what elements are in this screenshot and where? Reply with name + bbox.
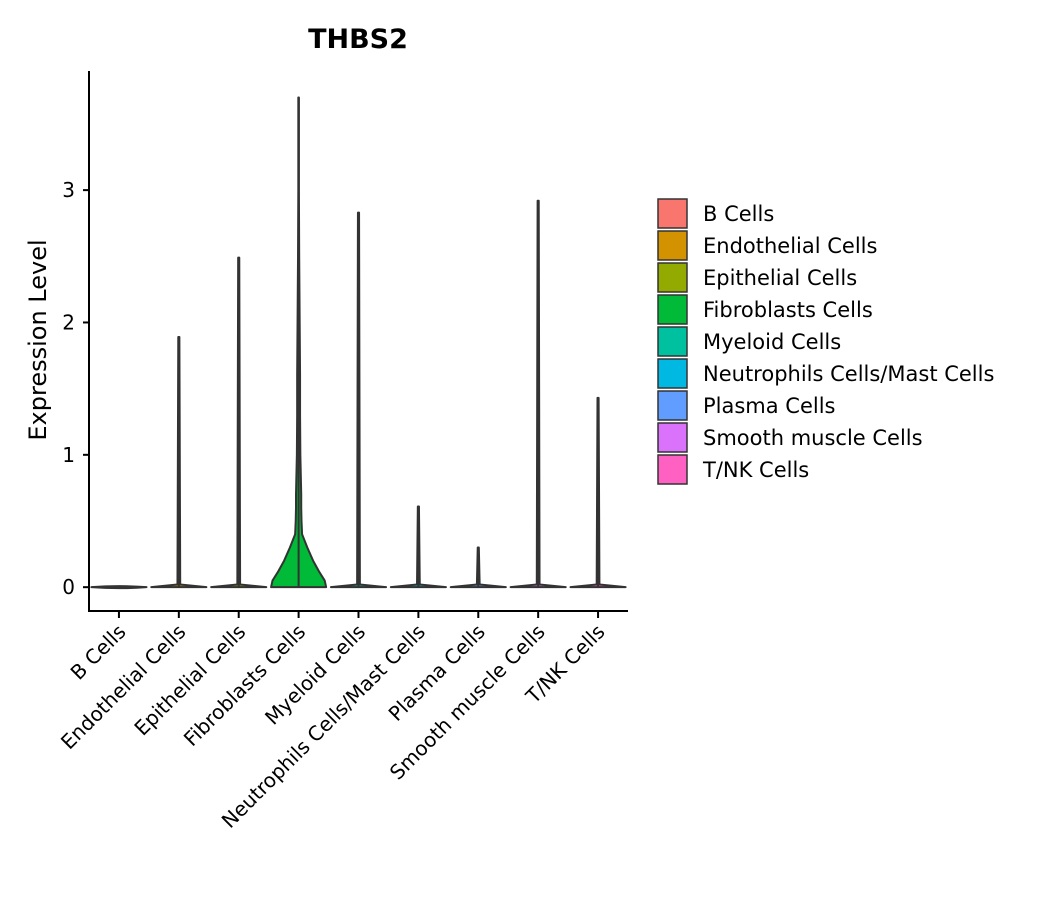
violins-group: [90, 96, 627, 590]
legend-swatch: [657, 230, 688, 261]
y-tick-label: 3: [62, 178, 75, 202]
legend-label: Fibroblasts Cells: [703, 298, 873, 322]
legend-label: T/NK Cells: [702, 458, 809, 482]
legend-swatch: [657, 454, 688, 485]
violin-b-cells: [90, 585, 148, 590]
legend-label: Myeloid Cells: [703, 330, 841, 354]
legend-swatch: [657, 326, 688, 357]
y-tick-label: 2: [62, 310, 75, 334]
legend-swatch: [657, 358, 688, 389]
legend-swatch: [657, 390, 688, 421]
legend-swatch: [657, 422, 688, 453]
legend-label: Neutrophils Cells/Mast Cells: [703, 362, 994, 386]
legend-label: B Cells: [703, 202, 774, 226]
legend-label: Endothelial Cells: [703, 234, 877, 258]
legend-label: Epithelial Cells: [703, 266, 857, 290]
y-axis-ticks: 0 1 2 3: [62, 178, 89, 599]
legend-label: Plasma Cells: [703, 394, 836, 418]
legend-swatch: [657, 198, 688, 229]
legend: B Cells Endothelial Cells Epithelial Cells…: [657, 198, 994, 485]
legend-label: Smooth muscle Cells: [703, 426, 923, 450]
chart-title: THBS2: [308, 24, 408, 55]
y-tick-label: 1: [62, 443, 75, 467]
legend-swatch: [657, 262, 688, 293]
y-axis-label: Expression Level: [24, 239, 52, 440]
y-tick-label: 0: [62, 575, 75, 599]
legend-swatch: [657, 294, 688, 325]
